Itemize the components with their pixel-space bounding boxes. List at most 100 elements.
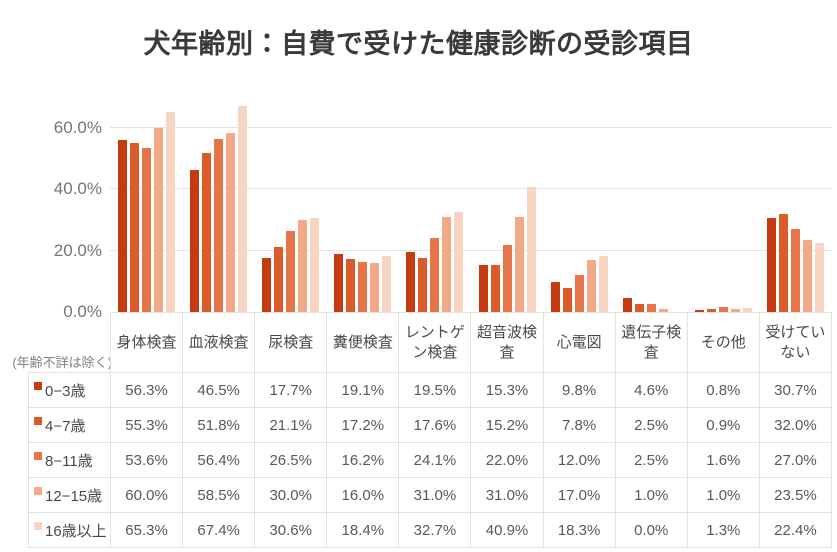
y-tick-0: 0.0% [63,302,102,321]
column-header-5: レントゲン検査 [398,312,472,373]
gridline-20 [110,250,832,251]
table-row: 16歳以上 65.3% 67.4% 30.6% 18.4% 32.7% 40.9% 18.3%… [28,512,833,548]
bar [213,139,223,312]
column-header-9: その他 [686,312,760,373]
bar [815,243,825,312]
bar [141,148,151,312]
bar [550,282,560,312]
bar [334,254,344,312]
row-label: 8−11歳 [28,442,111,478]
table-note: (年齢不詳は除く) [12,355,112,370]
legend-swatch-icon [34,416,42,425]
value-cell: 19.5% [398,372,472,408]
value-cell: 65.3% [109,512,184,548]
value-cell: 30.6% [254,512,328,548]
column-header-1: 身体検査 [109,312,184,373]
value-cell: 27.0% [758,442,833,478]
value-cell: 18.4% [326,512,400,548]
gridline-40 [110,188,832,189]
bar [574,275,584,312]
bar [274,247,283,312]
value-cell: 40.9% [470,512,544,548]
row-label: 0−3歳 [28,372,111,408]
y-tick-40: 40.0% [53,179,102,198]
value-cell: 56.3% [109,372,184,408]
plot-area [110,86,832,312]
bar [695,310,705,312]
bar [201,153,211,312]
bar-group-7 [543,86,615,312]
bar [598,256,608,312]
value-cell: 51.8% [182,407,256,443]
bar-group-8 [615,86,687,312]
bar [562,288,572,312]
bar [129,143,139,312]
value-cell: 7.8% [542,407,616,443]
value-cell: 58.5% [182,477,256,513]
value-cell: 17.2% [326,407,400,443]
value-cell: 2.5% [614,442,688,478]
legend-swatch-icon [34,451,42,460]
bar [406,252,416,312]
bar [731,309,741,312]
bar-group-4 [327,86,399,312]
bar [262,258,271,312]
value-cell: 53.6% [109,442,184,478]
value-cell: 30.7% [758,372,833,408]
column-header-7: 心電図 [542,312,616,373]
table-header: 身体検査 血液検査 尿検査 糞便検査 レントゲン検査 超音波検査 心電図 遺伝子検査 その他 受け… [29,312,833,373]
bar [635,304,645,312]
column-header-6: 超音波検査 [470,312,544,373]
value-cell: 46.5% [182,372,256,408]
table-header-row: 身体検査 血液検査 尿検査 糞便検査 レントゲン検査 超音波検査 心電図 遺伝子検査 その他 受け… [29,312,833,373]
value-cell: 31.0% [470,477,544,513]
value-cell: 17.6% [398,407,472,443]
bar [237,106,247,312]
bar [767,218,777,312]
bar [117,140,127,312]
bar [707,309,717,312]
value-cell: 17.0% [542,477,616,513]
table-row: 8−11歳 53.6% 56.4% 26.5% 16.2% 24.1% 22.0% 12.0%… [28,442,833,478]
table-body: 0−3歳 56.3% 46.5% 17.7% 19.1% 19.5% 15.3% 9.8% 4.… [28,372,833,548]
bar [647,304,657,312]
value-cell: 22.4% [758,512,833,548]
bar [298,220,307,312]
value-cell: 15.2% [470,407,544,443]
column-header-3: 尿検査 [254,312,328,373]
column-header-10: 受けていない [758,312,833,373]
value-cell: 0.0% [614,512,688,548]
value-cell: 31.0% [398,477,472,513]
row-label: 12−15歳 [28,477,111,513]
bar [165,112,175,312]
bar [189,170,199,312]
bar [153,128,163,312]
value-cell: 9.8% [542,372,616,408]
gridline-60 [110,127,832,128]
bar-group-2 [182,86,254,312]
bar [623,298,633,312]
legend-swatch-icon [34,486,42,495]
bar-group-1 [110,86,182,312]
value-cell: 32.0% [758,407,833,443]
bar [803,240,813,312]
value-cell: 32.7% [398,512,472,548]
value-cell: 1.6% [686,442,760,478]
bar-group-3 [254,86,326,312]
table-corner-cell [29,313,111,373]
column-header-8: 遺伝子検査 [614,312,688,373]
value-cell: 60.0% [109,477,184,513]
data-table: 身体検査 血液検査 尿検査 糞便検査 レントゲン検査 超音波検査 心電図 遺伝子検査 その他 受け… [28,312,833,548]
value-cell: 16.0% [326,477,400,513]
value-cell: 19.1% [326,372,400,408]
bar [370,263,380,312]
value-cell: 67.4% [182,512,256,548]
row-label: 16歳以上 [28,512,111,548]
value-cell: 26.5% [254,442,328,478]
bar [791,229,801,312]
value-cell: 2.5% [614,407,688,443]
column-header-4: 糞便検査 [326,312,400,373]
value-cell: 1.0% [614,477,688,513]
value-cell: 16.2% [326,442,400,478]
